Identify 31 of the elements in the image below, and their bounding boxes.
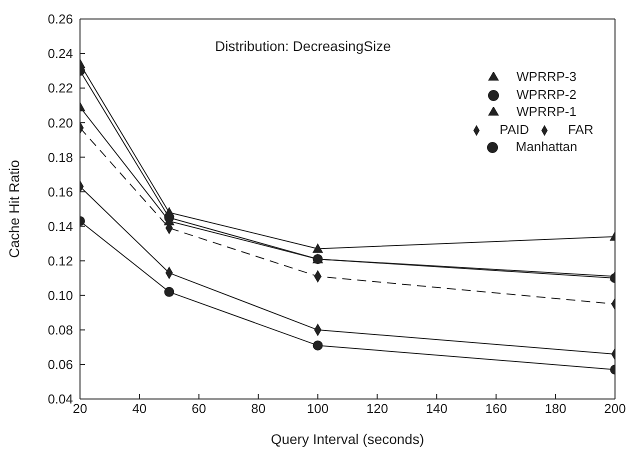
x-axis-title: Query Interval (seconds)	[270, 431, 424, 447]
y-tick-label: 0.22	[48, 80, 73, 96]
y-tick-label: 0.12	[48, 253, 73, 268]
legend-label: PAID	[500, 122, 530, 136]
legend-label: WPRRP-1	[516, 104, 576, 119]
y-tick-label: 0.26	[48, 12, 73, 27]
y-tick-label: 0.10	[48, 288, 73, 303]
x-tick-label: 40	[132, 401, 147, 416]
x-tick-label: 60	[192, 401, 206, 416]
x-tick-label: 200	[604, 401, 626, 416]
x-tick-label: 160	[485, 401, 507, 416]
y-tick-label: 0.06	[48, 357, 73, 372]
text: Distribution: DecreasingSize	[215, 38, 391, 54]
y-axis-title: Cache Hit Ratio	[6, 160, 22, 258]
legend-label: FAR	[568, 122, 594, 136]
x-tick-label: 100	[306, 401, 329, 416]
y-tick-label: 0.16	[48, 184, 73, 200]
x-tick-label: 120	[366, 401, 388, 416]
legend-label: WPRRP-2	[516, 86, 576, 102]
y-tick-label: 0.14	[48, 218, 73, 234]
x-tick-label: 180	[544, 401, 566, 416]
legend-label: WPRRP-3	[516, 69, 576, 84]
y-tick-label: 0.04	[48, 392, 73, 407]
x-tick-label: 80	[251, 401, 266, 416]
y-tick-label: 0.08	[48, 322, 73, 338]
y-tick-label: 0.18	[48, 150, 73, 165]
y-tick-label: 0.20	[48, 115, 73, 130]
legend-label: Manhattan	[516, 139, 578, 154]
x-tick-label: 140	[426, 401, 448, 416]
y-tick-label: 0.24	[48, 46, 73, 62]
x-tick-label: 20	[72, 401, 88, 416]
